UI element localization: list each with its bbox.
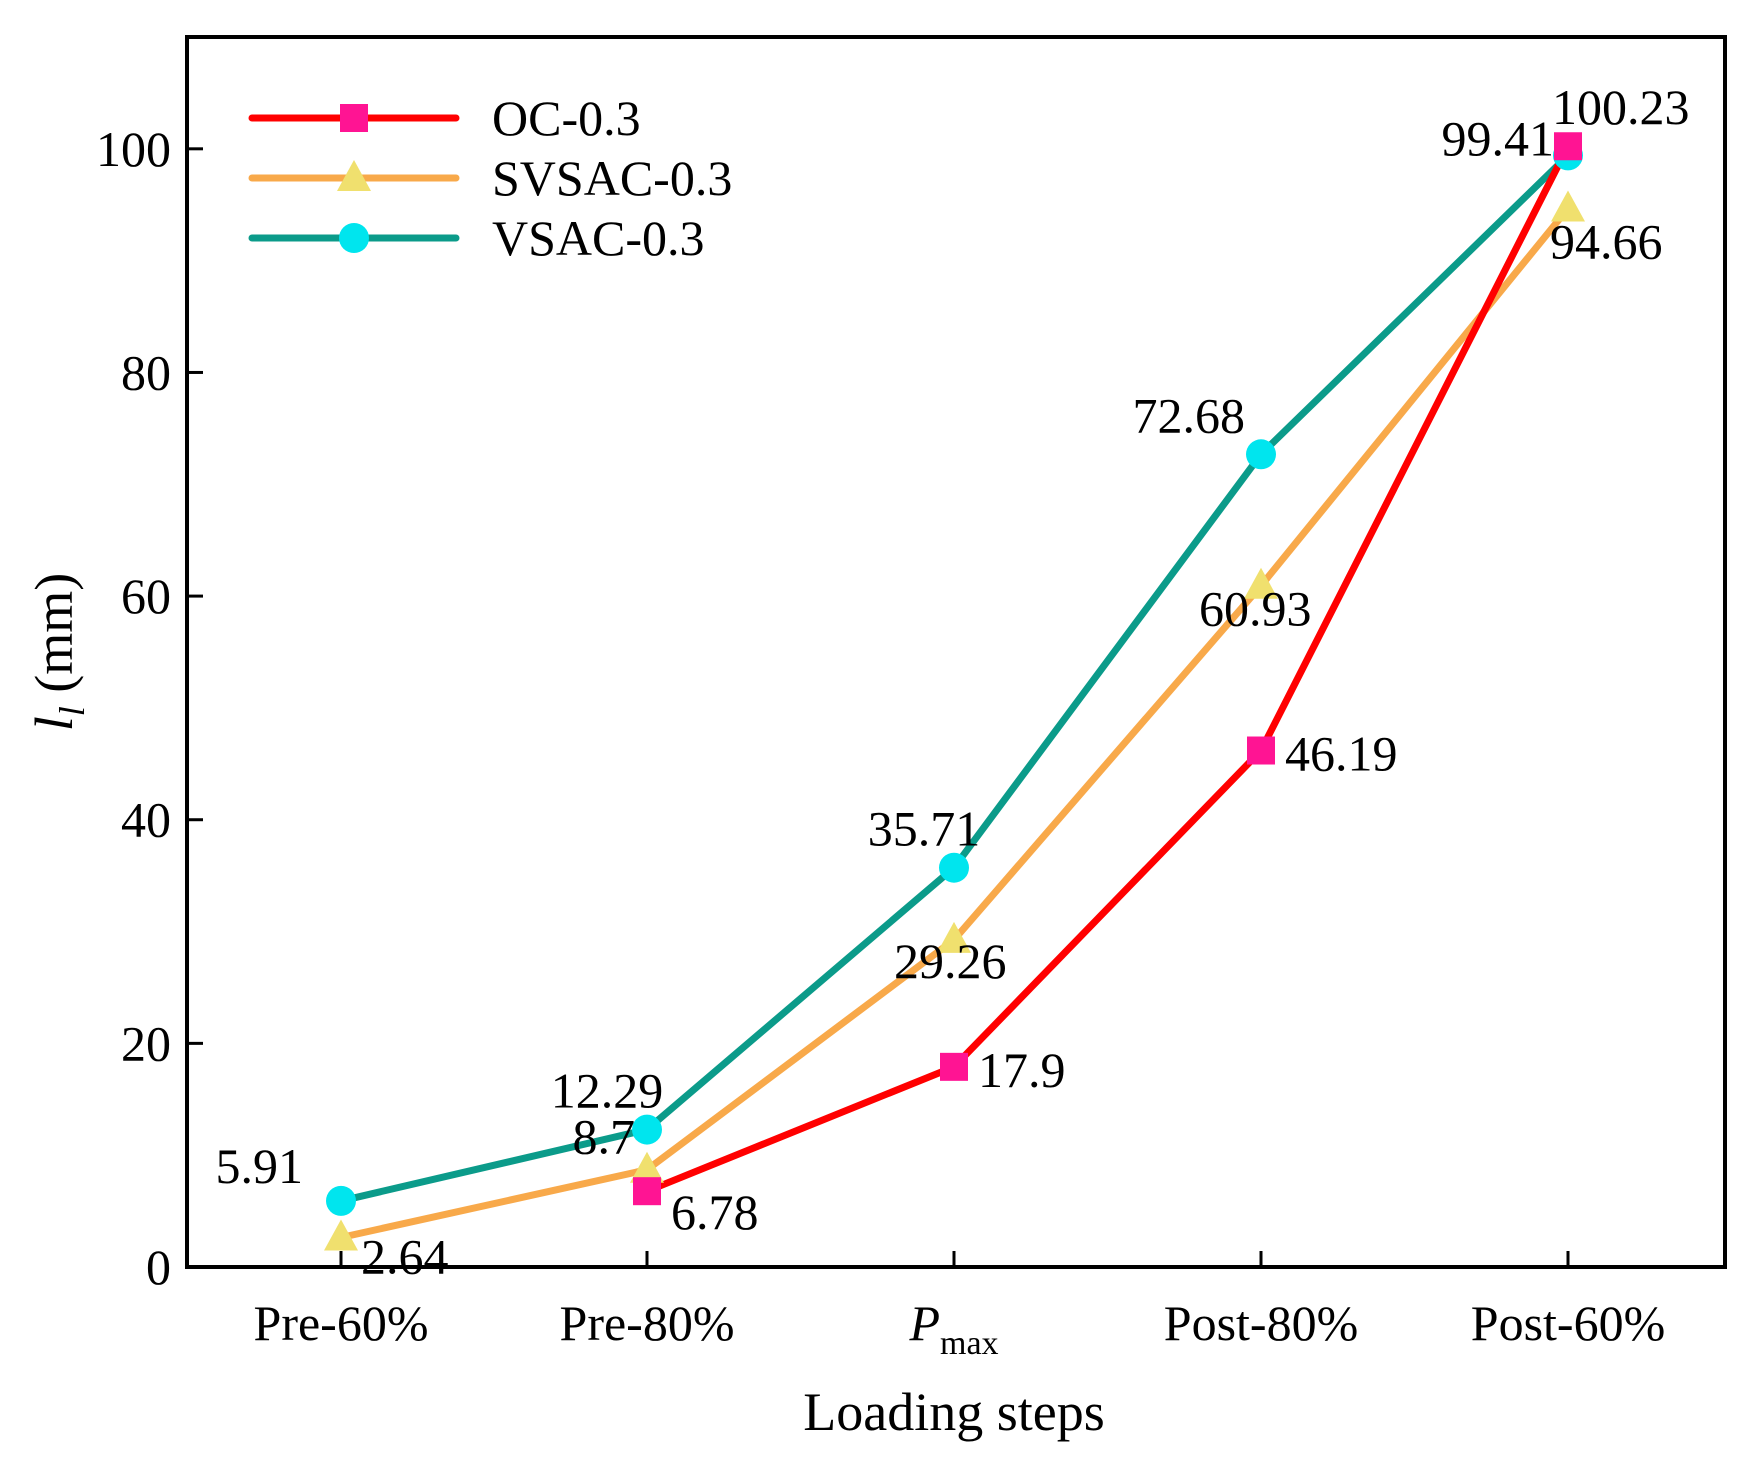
- data-label: 35.71: [868, 801, 981, 857]
- marker-triangle: [324, 1219, 358, 1251]
- data-label: 17.9: [978, 1042, 1066, 1098]
- data-label: 94.66: [1550, 214, 1663, 270]
- marker-square: [633, 1177, 661, 1206]
- data-label: 60.93: [1199, 581, 1312, 637]
- legend-label: SVSAC-0.3: [492, 150, 732, 206]
- data-label: 99.41: [1442, 110, 1555, 166]
- data-label: 46.19: [1285, 726, 1398, 782]
- y-tick-label: 40: [121, 792, 171, 848]
- x-tick-label: Pre-60%: [254, 1295, 429, 1351]
- data-label: 6.78: [671, 1184, 759, 1240]
- marker-circle: [339, 223, 369, 253]
- marker-triangle: [630, 1151, 664, 1183]
- legend-label: VSAC-0.3: [492, 210, 705, 266]
- y-axis-title-main: l: [24, 716, 84, 731]
- marker-square: [1247, 736, 1275, 765]
- marker-triangle: [1244, 567, 1278, 599]
- data-label: 8.7: [573, 1109, 636, 1165]
- marker-circle: [939, 852, 969, 883]
- legend-label: OC-0.3: [492, 90, 641, 146]
- x-tick-label-main: Post-60%: [1471, 1295, 1665, 1351]
- marker-triangle: [937, 921, 971, 953]
- data-label: 12.29: [551, 1063, 664, 1119]
- x-axis-title: Loading steps: [803, 1382, 1104, 1442]
- series-line-SVSAC-0.3: [340, 206, 1571, 1241]
- y-tick-label: 100: [96, 121, 171, 177]
- data-label: 2.64: [361, 1228, 449, 1284]
- marker-square: [940, 1052, 968, 1081]
- series-line-VSAC-0.3: [340, 152, 1571, 1205]
- y-tick-label: 60: [121, 568, 171, 624]
- marker-circle: [326, 1185, 356, 1216]
- marker-triangle: [1551, 190, 1585, 222]
- x-tick-label-main: Post-80%: [1164, 1295, 1358, 1351]
- y-axis-title: ll (mm): [24, 573, 92, 732]
- series-layer: [324, 132, 1585, 1251]
- x-tick-label: Post-80%: [1164, 1295, 1358, 1351]
- y-axis-title-sub: l: [52, 706, 92, 716]
- marker-circle: [632, 1114, 662, 1145]
- marker-square: [340, 104, 368, 132]
- series-line-OC-0.3: [645, 144, 1572, 1195]
- y-tick-label: 20: [121, 1015, 171, 1071]
- data-label: 100.23: [1552, 79, 1690, 135]
- marker-triangle: [337, 160, 371, 191]
- data-label: 29.26: [894, 933, 1007, 989]
- x-tick-label: Post-60%: [1471, 1295, 1665, 1351]
- data-label: 5.91: [216, 1138, 304, 1194]
- x-tick-label-main: Pre-80%: [560, 1295, 735, 1351]
- x-tick-label: Pmax: [908, 1295, 998, 1362]
- x-tick-label-main: Pre-60%: [254, 1295, 429, 1351]
- y-tick-label: 0: [146, 1239, 171, 1295]
- x-tick-label-sub: max: [940, 1325, 999, 1362]
- x-tick-label: Pre-80%: [560, 1295, 735, 1351]
- data-label-layer: 6.78 17.9 46.19 100.23 2.64 8.7 29.26 60.93 94.6…: [216, 79, 1690, 1284]
- marker-circle: [1246, 439, 1276, 470]
- x-tick-label-main: P: [908, 1295, 940, 1351]
- data-label: 72.68: [1133, 387, 1246, 443]
- marker-square: [1554, 132, 1582, 161]
- axis-layer: 0 20 40 60 80 100 Pre-60% Pre-80% Pmax Post-80% Po…: [24, 35, 1727, 1442]
- y-tick-label: 80: [121, 344, 171, 400]
- y-axis-title-unit: (mm): [24, 573, 84, 706]
- plot-frame: [185, 35, 1727, 1269]
